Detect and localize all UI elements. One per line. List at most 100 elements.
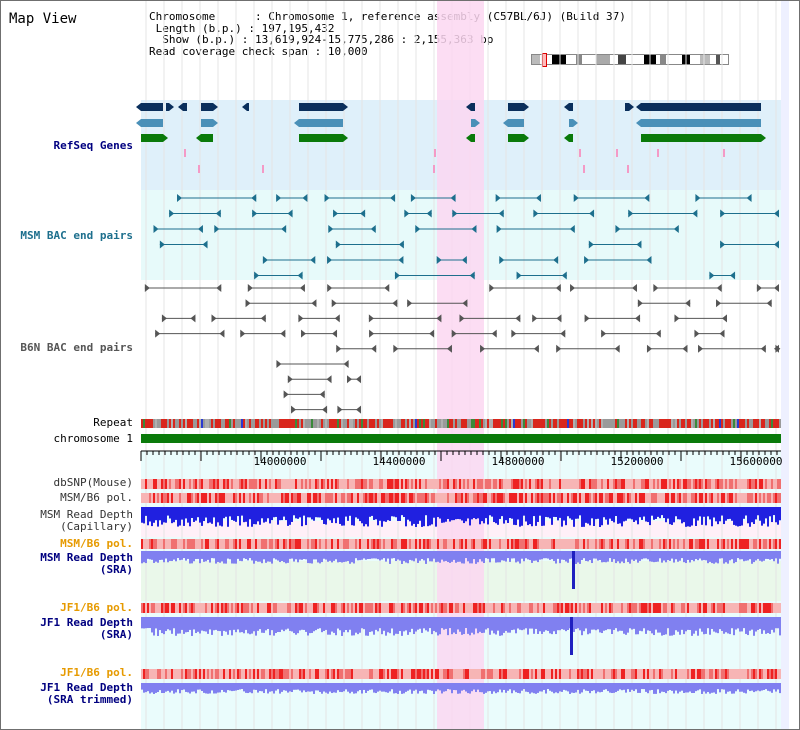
bac-end-marker xyxy=(462,299,468,308)
bac-end-marker xyxy=(260,314,266,323)
bac-end-marker xyxy=(276,360,282,368)
gene-feature xyxy=(247,103,249,111)
bac-end-marker xyxy=(333,209,339,218)
track-label-b6n-bac[interactable]: B6N BAC end pairs xyxy=(20,341,133,354)
axis-tick-label: 14800000 xyxy=(492,455,545,468)
length-key: Length (b.p.) xyxy=(155,21,242,35)
bac-end-marker xyxy=(393,344,399,353)
bac-end-marker xyxy=(356,405,361,414)
bac-end-marker xyxy=(326,375,332,384)
track-label-msm-depth-capillary[interactable]: MSM Read Depth (Capillary) xyxy=(40,508,133,533)
gene-feature xyxy=(299,134,343,142)
gene-feature xyxy=(201,134,213,142)
bac-end-marker xyxy=(371,344,377,353)
gene-tick xyxy=(627,165,629,173)
bac-end-marker xyxy=(144,284,150,292)
bac-end-marker xyxy=(674,314,680,323)
track-label-chromosome[interactable]: chromosome 1 xyxy=(53,432,133,445)
bac-end-marker xyxy=(555,284,561,292)
track-label-jf1-pol-2[interactable]: JF1/B6 pol. xyxy=(60,666,133,679)
bac-end-marker xyxy=(495,194,501,202)
track-label-dbsnp[interactable]: dbSNP(Mouse) xyxy=(53,476,133,489)
bac-end-marker xyxy=(298,314,304,323)
track-label-jf1-pol[interactable]: JF1/B6 pol. xyxy=(60,601,133,614)
bac-end-marker xyxy=(415,225,421,233)
bac-end-marker xyxy=(722,314,728,323)
bac-end-marker xyxy=(436,256,442,264)
bac-end-marker xyxy=(535,194,541,202)
bac-end-marker xyxy=(685,299,691,308)
bac-end-marker xyxy=(655,329,661,338)
track-label-refseq[interactable]: RefSeq Genes xyxy=(53,139,133,152)
bac-end-marker xyxy=(720,209,726,218)
gene-arrow xyxy=(196,134,201,142)
gene-feature xyxy=(569,119,573,127)
gene-arrow xyxy=(524,134,529,142)
depth-spike xyxy=(572,551,575,589)
gene-arrow xyxy=(169,103,174,111)
gene-arrow xyxy=(343,134,348,142)
right-edge-strip xyxy=(781,1,789,729)
bac-end-marker xyxy=(332,329,338,338)
track-label-msm-depth-sra[interactable]: MSM Read Depth (SRA) xyxy=(40,551,133,576)
gene-feature xyxy=(471,134,475,142)
gene-arrow xyxy=(466,103,471,111)
gene-feature xyxy=(471,103,475,111)
gene-arrow xyxy=(636,119,641,127)
track-label-jf1-depth-trimmed[interactable]: JF1 Read Depth (SRA trimmed) xyxy=(40,681,133,706)
bac-end-marker xyxy=(319,390,325,399)
track-label-jf1-depth-sra[interactable]: JF1 Read Depth (SRA) xyxy=(40,616,133,641)
bac-end-marker xyxy=(653,284,659,292)
track-label-repeat[interactable]: Repeat xyxy=(93,416,133,429)
bac-end-marker xyxy=(245,299,251,308)
page-title: Map View xyxy=(9,11,77,27)
bac-end-marker xyxy=(310,256,316,264)
bac-end-marker xyxy=(262,256,268,264)
track-label-msm-pol-2[interactable]: MSM/B6 pol. xyxy=(60,537,133,550)
bac-end-marker xyxy=(515,314,521,323)
bac-end-marker xyxy=(471,225,477,233)
track-label-msm-pol[interactable]: MSM/B6 pol. xyxy=(60,491,133,504)
gene-feature xyxy=(166,103,169,111)
bac-end-marker xyxy=(533,209,539,218)
axis-tick-label: 14000000 xyxy=(254,455,307,468)
bac-end-marker xyxy=(322,405,328,414)
bac-end-marker xyxy=(398,256,404,264)
bac-end-marker xyxy=(719,329,725,338)
gene-feature xyxy=(183,103,187,111)
bac-end-marker xyxy=(635,314,641,323)
gene-feature xyxy=(625,103,629,111)
bac-end-marker xyxy=(287,375,293,384)
bac-end-marker xyxy=(496,225,502,233)
bac-end-marker xyxy=(588,240,594,249)
gene-arrow xyxy=(636,103,641,111)
bac-end-marker xyxy=(628,209,634,218)
bac-end-marker xyxy=(636,240,642,249)
bac-end-marker xyxy=(673,225,679,233)
length-value: 197,195,432 xyxy=(261,21,335,35)
bac-end-marker xyxy=(335,240,341,249)
bac-end-marker xyxy=(328,225,334,233)
track-label-msm-bac[interactable]: MSM BAC end pairs xyxy=(20,229,133,242)
gene-tick xyxy=(198,165,200,173)
chromosome-info: Chromosome : Chromosome 1, reference ass… xyxy=(149,10,626,58)
bac-end-marker xyxy=(337,405,343,414)
bac-end-marker xyxy=(516,271,522,280)
gene-feature xyxy=(201,119,213,127)
gene-feature xyxy=(569,103,573,111)
bac-end-marker xyxy=(446,344,452,353)
bac-end-marker xyxy=(368,314,374,323)
gene-feature xyxy=(299,103,343,111)
bac-end-marker xyxy=(556,314,562,323)
bac-end-marker xyxy=(153,225,159,233)
bac-end-marker xyxy=(644,194,650,202)
bac-end-marker xyxy=(281,225,287,233)
bac-end-marker xyxy=(451,329,457,338)
gene-arrow xyxy=(573,119,578,127)
bac-end-marker xyxy=(407,299,413,308)
gene-feature xyxy=(141,103,163,111)
bac-end-marker xyxy=(498,209,504,218)
bac-end-marker xyxy=(161,314,167,323)
